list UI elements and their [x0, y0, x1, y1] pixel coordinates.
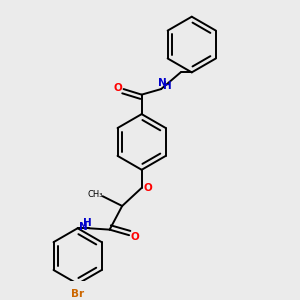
- Text: O: O: [113, 83, 122, 93]
- Text: H: H: [163, 81, 172, 91]
- Text: N: N: [158, 78, 167, 88]
- Text: O: O: [143, 183, 152, 194]
- Text: CH₃: CH₃: [87, 190, 103, 199]
- Text: Br: Br: [71, 290, 84, 299]
- Text: O: O: [131, 232, 140, 242]
- Text: N: N: [80, 222, 88, 232]
- Text: H: H: [83, 218, 92, 228]
